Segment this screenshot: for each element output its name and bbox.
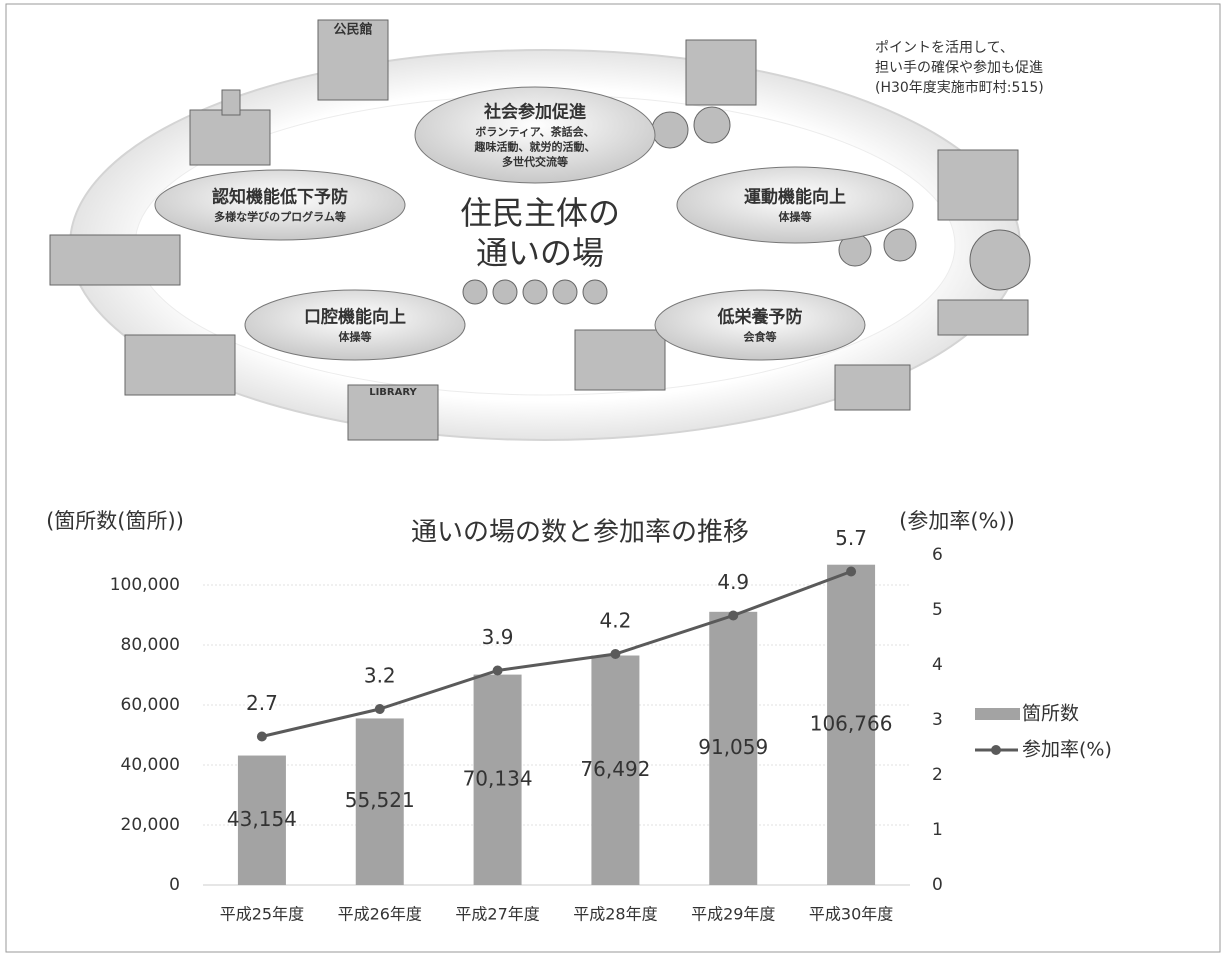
line-marker [256,731,267,742]
y-tick-label: 20,000 [121,815,180,835]
y2-tick-label: 5 [932,600,943,620]
x-tick-label: 平成28年度 [573,905,657,924]
bubble [654,289,866,361]
note-line: (H30年度実施市町村:515) [875,79,1044,96]
legend-swatch [991,745,1001,755]
y2-tick-label: 6 [932,545,943,565]
bubble-title: 低栄養予防 [717,307,803,328]
bubble-title: 認知機能低下予防 [212,187,348,208]
y2-tick-label: 3 [932,710,943,730]
line-marker [610,649,621,659]
bubble-detail: 体操等 [779,210,812,224]
building [124,334,236,396]
line-marker [492,665,503,676]
person [651,111,689,149]
line-value-label: 5.7 [835,526,867,550]
bubble-detail: 多世代交流等 [502,155,568,169]
park [937,299,1029,336]
bubble-detail: ボランティア、茶話会、 [475,125,594,139]
bubble [676,166,914,244]
face [462,279,488,305]
tree [969,229,1031,291]
chart-title: 通いの場の数と参加率の推移 [411,518,749,548]
note-line: 担い手の確保や参加も促進 [875,59,1043,76]
y2-tick-label: 2 [932,765,943,785]
line-value-label: 2.7 [246,691,278,715]
y2-tick-label: 4 [932,655,943,675]
bubble-title: 口腔機能向上 [304,307,406,328]
building [221,89,241,116]
illustrations [49,19,1031,441]
y2-tick-label: 1 [932,820,943,840]
building [347,384,439,441]
people [574,329,666,391]
face [582,279,608,305]
bubble-detail: 会食等 [744,330,777,344]
y2-tick-label: 0 [932,875,943,895]
page-frame [5,3,1221,953]
line-value-label: 4.2 [600,609,632,633]
bubble-title: 社会参加促進 [483,102,586,123]
bubble [414,86,656,184]
bar [827,564,876,885]
y-tick-label: 0 [169,875,180,895]
x-tick-label: 平成25年度 [220,905,304,924]
bar-value-label: 106,766 [810,711,893,735]
bubble [244,289,466,361]
line [261,570,852,738]
building [317,19,389,101]
bar [237,755,286,885]
y-tick-label: 60,000 [121,695,180,715]
face [522,279,548,305]
sign: LIBRARY [369,387,417,398]
building [49,234,181,286]
legend-label: 参加率(%) [1022,739,1112,761]
face [552,279,578,305]
legend-swatch [975,708,1020,720]
x-tick-label: 平成27年度 [455,905,539,924]
line-value-label: 4.9 [717,570,749,594]
x-tick-label: 平成30年度 [809,905,893,924]
bubble-detail: 趣味活動、就労的活動、 [474,140,596,154]
bar-value-label: 55,521 [345,788,415,812]
note-line: ポイントを活用して、 [875,40,1014,56]
line-value-label: 3.2 [364,664,396,688]
line-marker [846,566,857,577]
bubble-detail: 体操等 [339,330,372,344]
y2-axis-label: (参加率(%)) [899,509,1015,533]
building [685,39,757,106]
x-tick-label: 平成26年度 [338,905,422,924]
bar [591,655,640,885]
bar-value-label: 43,154 [227,807,297,831]
bubble [154,169,406,241]
building [189,109,271,166]
center-title: 通いの場 [476,234,604,272]
line-value-label: 3.9 [482,625,514,649]
y-tick-label: 100,000 [110,575,180,595]
bar-value-label: 70,134 [463,766,533,790]
face [492,279,518,305]
bar [355,718,404,885]
bar [473,674,522,885]
person [693,106,731,144]
person [883,228,917,262]
line-marker [728,610,739,621]
bar [709,611,758,885]
y-tick-label: 40,000 [121,755,180,775]
building [937,149,1019,221]
bubble-title: 運動機能向上 [744,187,846,208]
building [834,364,911,411]
bar-value-label: 76,492 [580,757,650,781]
bubble-detail: 多様な学びのプログラム等 [214,210,346,224]
sign: 公民館 [333,22,372,38]
bar-value-label: 91,059 [698,735,768,759]
center-title: 住民主体の [460,194,620,232]
x-tick-label: 平成29年度 [691,905,775,924]
line-marker [374,704,385,714]
legend-label: 箇所数 [1022,703,1079,725]
y-axis-label: (箇所数(箇所)) [46,509,184,533]
y-tick-label: 80,000 [121,635,180,655]
